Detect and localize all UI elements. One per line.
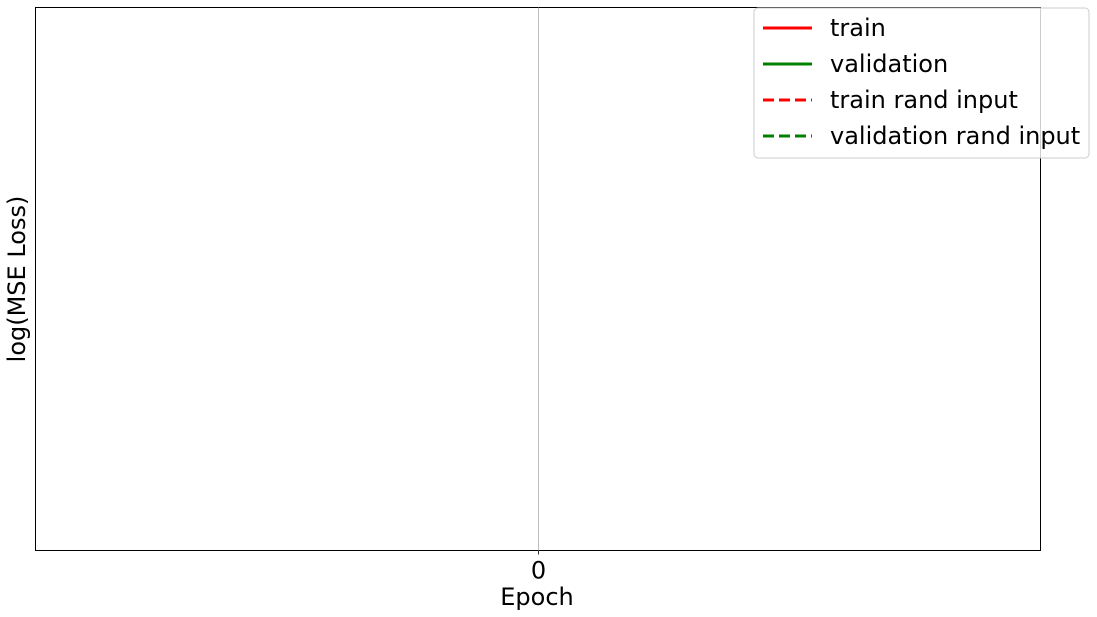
- legend-label: train rand input: [830, 86, 1018, 114]
- legend-box: [753, 7, 1090, 159]
- x-tick-label: 0: [531, 557, 546, 585]
- x-axis-ticks: 0: [531, 7, 546, 585]
- legend-label: validation rand input: [830, 122, 1080, 150]
- legend: train validation train rand input validatio…: [753, 7, 1090, 159]
- x-axis-label: Epoch: [500, 583, 574, 611]
- legend-label: validation: [830, 50, 948, 78]
- y-axis-label: log(MSE Loss): [3, 196, 31, 363]
- legend-label: train: [830, 14, 886, 42]
